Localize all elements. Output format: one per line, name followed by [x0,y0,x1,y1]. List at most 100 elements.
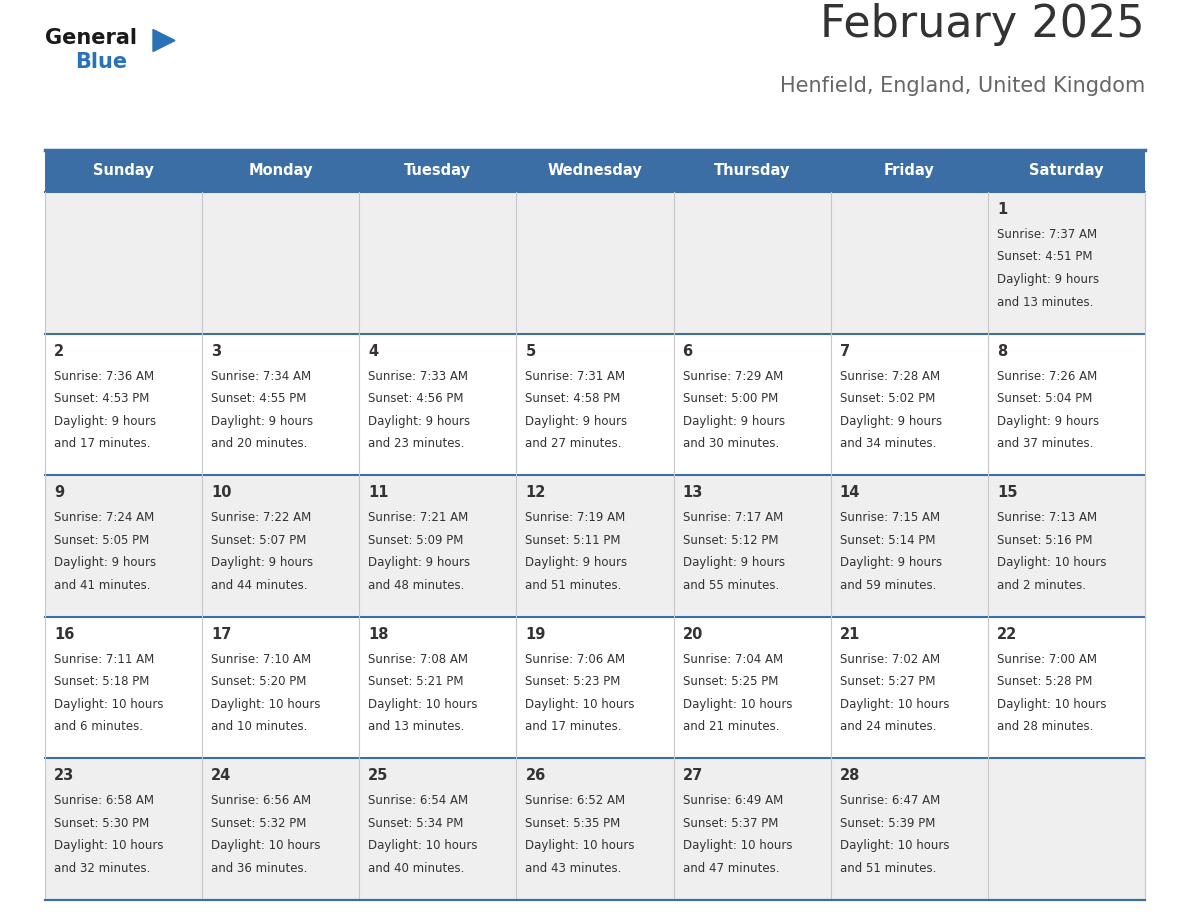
Text: 24: 24 [211,768,232,783]
Text: Sunset: 5:39 PM: Sunset: 5:39 PM [840,817,935,830]
Bar [674,758,830,900]
Text: Sunset: 5:34 PM: Sunset: 5:34 PM [368,817,463,830]
Bar [988,758,1145,900]
Text: and 51 minutes.: and 51 minutes. [840,862,936,875]
Text: 2: 2 [53,343,64,359]
Text: Sunrise: 7:19 AM: Sunrise: 7:19 AM [525,511,626,524]
Text: Daylight: 9 hours: Daylight: 9 hours [840,556,942,569]
Text: Daylight: 10 hours: Daylight: 10 hours [840,698,949,711]
Text: and 30 minutes.: and 30 minutes. [683,437,779,450]
Text: Thursday: Thursday [714,163,790,178]
Text: Sunrise: 7:11 AM: Sunrise: 7:11 AM [53,653,154,666]
Bar [674,617,830,758]
Text: Daylight: 9 hours: Daylight: 9 hours [53,415,156,428]
Text: Sunset: 5:07 PM: Sunset: 5:07 PM [211,533,307,547]
Text: 12: 12 [525,486,545,500]
Text: 7: 7 [840,343,849,359]
Text: Sunrise: 7:13 AM: Sunrise: 7:13 AM [997,511,1097,524]
Text: Sunset: 5:27 PM: Sunset: 5:27 PM [840,676,935,688]
Text: Sunset: 5:35 PM: Sunset: 5:35 PM [525,817,620,830]
Text: Sunset: 5:05 PM: Sunset: 5:05 PM [53,533,150,547]
Bar [45,758,202,900]
Bar [45,192,202,333]
Text: 1: 1 [997,202,1007,217]
Text: Daylight: 10 hours: Daylight: 10 hours [368,839,478,853]
Text: 21: 21 [840,627,860,642]
Text: and 13 minutes.: and 13 minutes. [997,296,1093,308]
Bar [830,476,988,617]
Text: 17: 17 [211,627,232,642]
Text: and 47 minutes.: and 47 minutes. [683,862,779,875]
Bar [359,150,517,192]
Text: 18: 18 [368,627,388,642]
Text: 25: 25 [368,768,388,783]
Text: Sunrise: 7:15 AM: Sunrise: 7:15 AM [840,511,940,524]
Text: 26: 26 [525,768,545,783]
Text: 3: 3 [211,343,221,359]
Text: 27: 27 [683,768,703,783]
Text: Sunrise: 7:22 AM: Sunrise: 7:22 AM [211,511,311,524]
Bar [202,333,359,476]
Text: and 2 minutes.: and 2 minutes. [997,578,1086,592]
Text: Sunrise: 7:24 AM: Sunrise: 7:24 AM [53,511,154,524]
Text: 6: 6 [683,343,693,359]
Text: 5: 5 [525,343,536,359]
Text: and 27 minutes.: and 27 minutes. [525,437,623,450]
Text: 22: 22 [997,627,1017,642]
Bar [830,150,988,192]
Text: and 24 minutes.: and 24 minutes. [840,721,936,733]
Text: Sunrise: 6:54 AM: Sunrise: 6:54 AM [368,794,468,808]
Text: 8: 8 [997,343,1007,359]
Text: Monday: Monday [248,163,312,178]
Text: Sunset: 4:51 PM: Sunset: 4:51 PM [997,251,1092,263]
Bar [202,150,359,192]
Text: and 41 minutes.: and 41 minutes. [53,578,151,592]
Text: and 10 minutes.: and 10 minutes. [211,721,308,733]
Text: Sunrise: 7:04 AM: Sunrise: 7:04 AM [683,653,783,666]
Text: and 51 minutes.: and 51 minutes. [525,578,621,592]
Bar [988,150,1145,192]
Text: Daylight: 9 hours: Daylight: 9 hours [211,415,314,428]
Text: Daylight: 10 hours: Daylight: 10 hours [683,698,792,711]
Bar [517,476,674,617]
Text: Daylight: 10 hours: Daylight: 10 hours [525,839,634,853]
Bar [517,333,674,476]
Text: Sunset: 5:30 PM: Sunset: 5:30 PM [53,817,150,830]
Text: Sunset: 5:12 PM: Sunset: 5:12 PM [683,533,778,547]
Text: Daylight: 9 hours: Daylight: 9 hours [211,556,314,569]
Text: Sunrise: 7:00 AM: Sunrise: 7:00 AM [997,653,1097,666]
Text: Sunrise: 7:28 AM: Sunrise: 7:28 AM [840,370,940,383]
Text: Sunset: 5:04 PM: Sunset: 5:04 PM [997,392,1092,405]
Bar [830,617,988,758]
Text: 13: 13 [683,486,703,500]
Text: Sunset: 5:25 PM: Sunset: 5:25 PM [683,676,778,688]
Bar [45,150,202,192]
Text: Friday: Friday [884,163,935,178]
Text: Sunrise: 7:29 AM: Sunrise: 7:29 AM [683,370,783,383]
Text: Sunset: 5:21 PM: Sunset: 5:21 PM [368,676,463,688]
Text: Sunset: 5:11 PM: Sunset: 5:11 PM [525,533,621,547]
Text: Sunrise: 7:33 AM: Sunrise: 7:33 AM [368,370,468,383]
Text: Daylight: 9 hours: Daylight: 9 hours [525,415,627,428]
Text: and 28 minutes.: and 28 minutes. [997,721,1093,733]
Bar [359,617,517,758]
Text: and 23 minutes.: and 23 minutes. [368,437,465,450]
Text: Sunset: 5:23 PM: Sunset: 5:23 PM [525,676,621,688]
Text: Sunset: 5:00 PM: Sunset: 5:00 PM [683,392,778,405]
Text: and 55 minutes.: and 55 minutes. [683,578,779,592]
Text: and 21 minutes.: and 21 minutes. [683,721,779,733]
Bar [674,150,830,192]
Text: 15: 15 [997,486,1017,500]
Text: and 34 minutes.: and 34 minutes. [840,437,936,450]
Text: Sunrise: 6:52 AM: Sunrise: 6:52 AM [525,794,626,808]
Text: Sunrise: 6:47 AM: Sunrise: 6:47 AM [840,794,940,808]
Text: Sunrise: 7:21 AM: Sunrise: 7:21 AM [368,511,468,524]
Text: Sunrise: 7:36 AM: Sunrise: 7:36 AM [53,370,154,383]
Text: Daylight: 9 hours: Daylight: 9 hours [368,556,470,569]
Text: 16: 16 [53,627,75,642]
Text: Daylight: 9 hours: Daylight: 9 hours [525,556,627,569]
Text: and 13 minutes.: and 13 minutes. [368,721,465,733]
Text: 9: 9 [53,486,64,500]
Bar [988,476,1145,617]
Bar [359,758,517,900]
